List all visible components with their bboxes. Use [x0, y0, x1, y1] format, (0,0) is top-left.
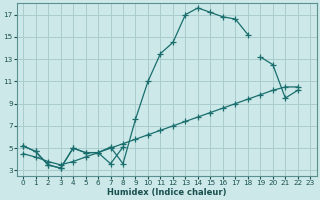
X-axis label: Humidex (Indice chaleur): Humidex (Indice chaleur) — [107, 188, 227, 197]
